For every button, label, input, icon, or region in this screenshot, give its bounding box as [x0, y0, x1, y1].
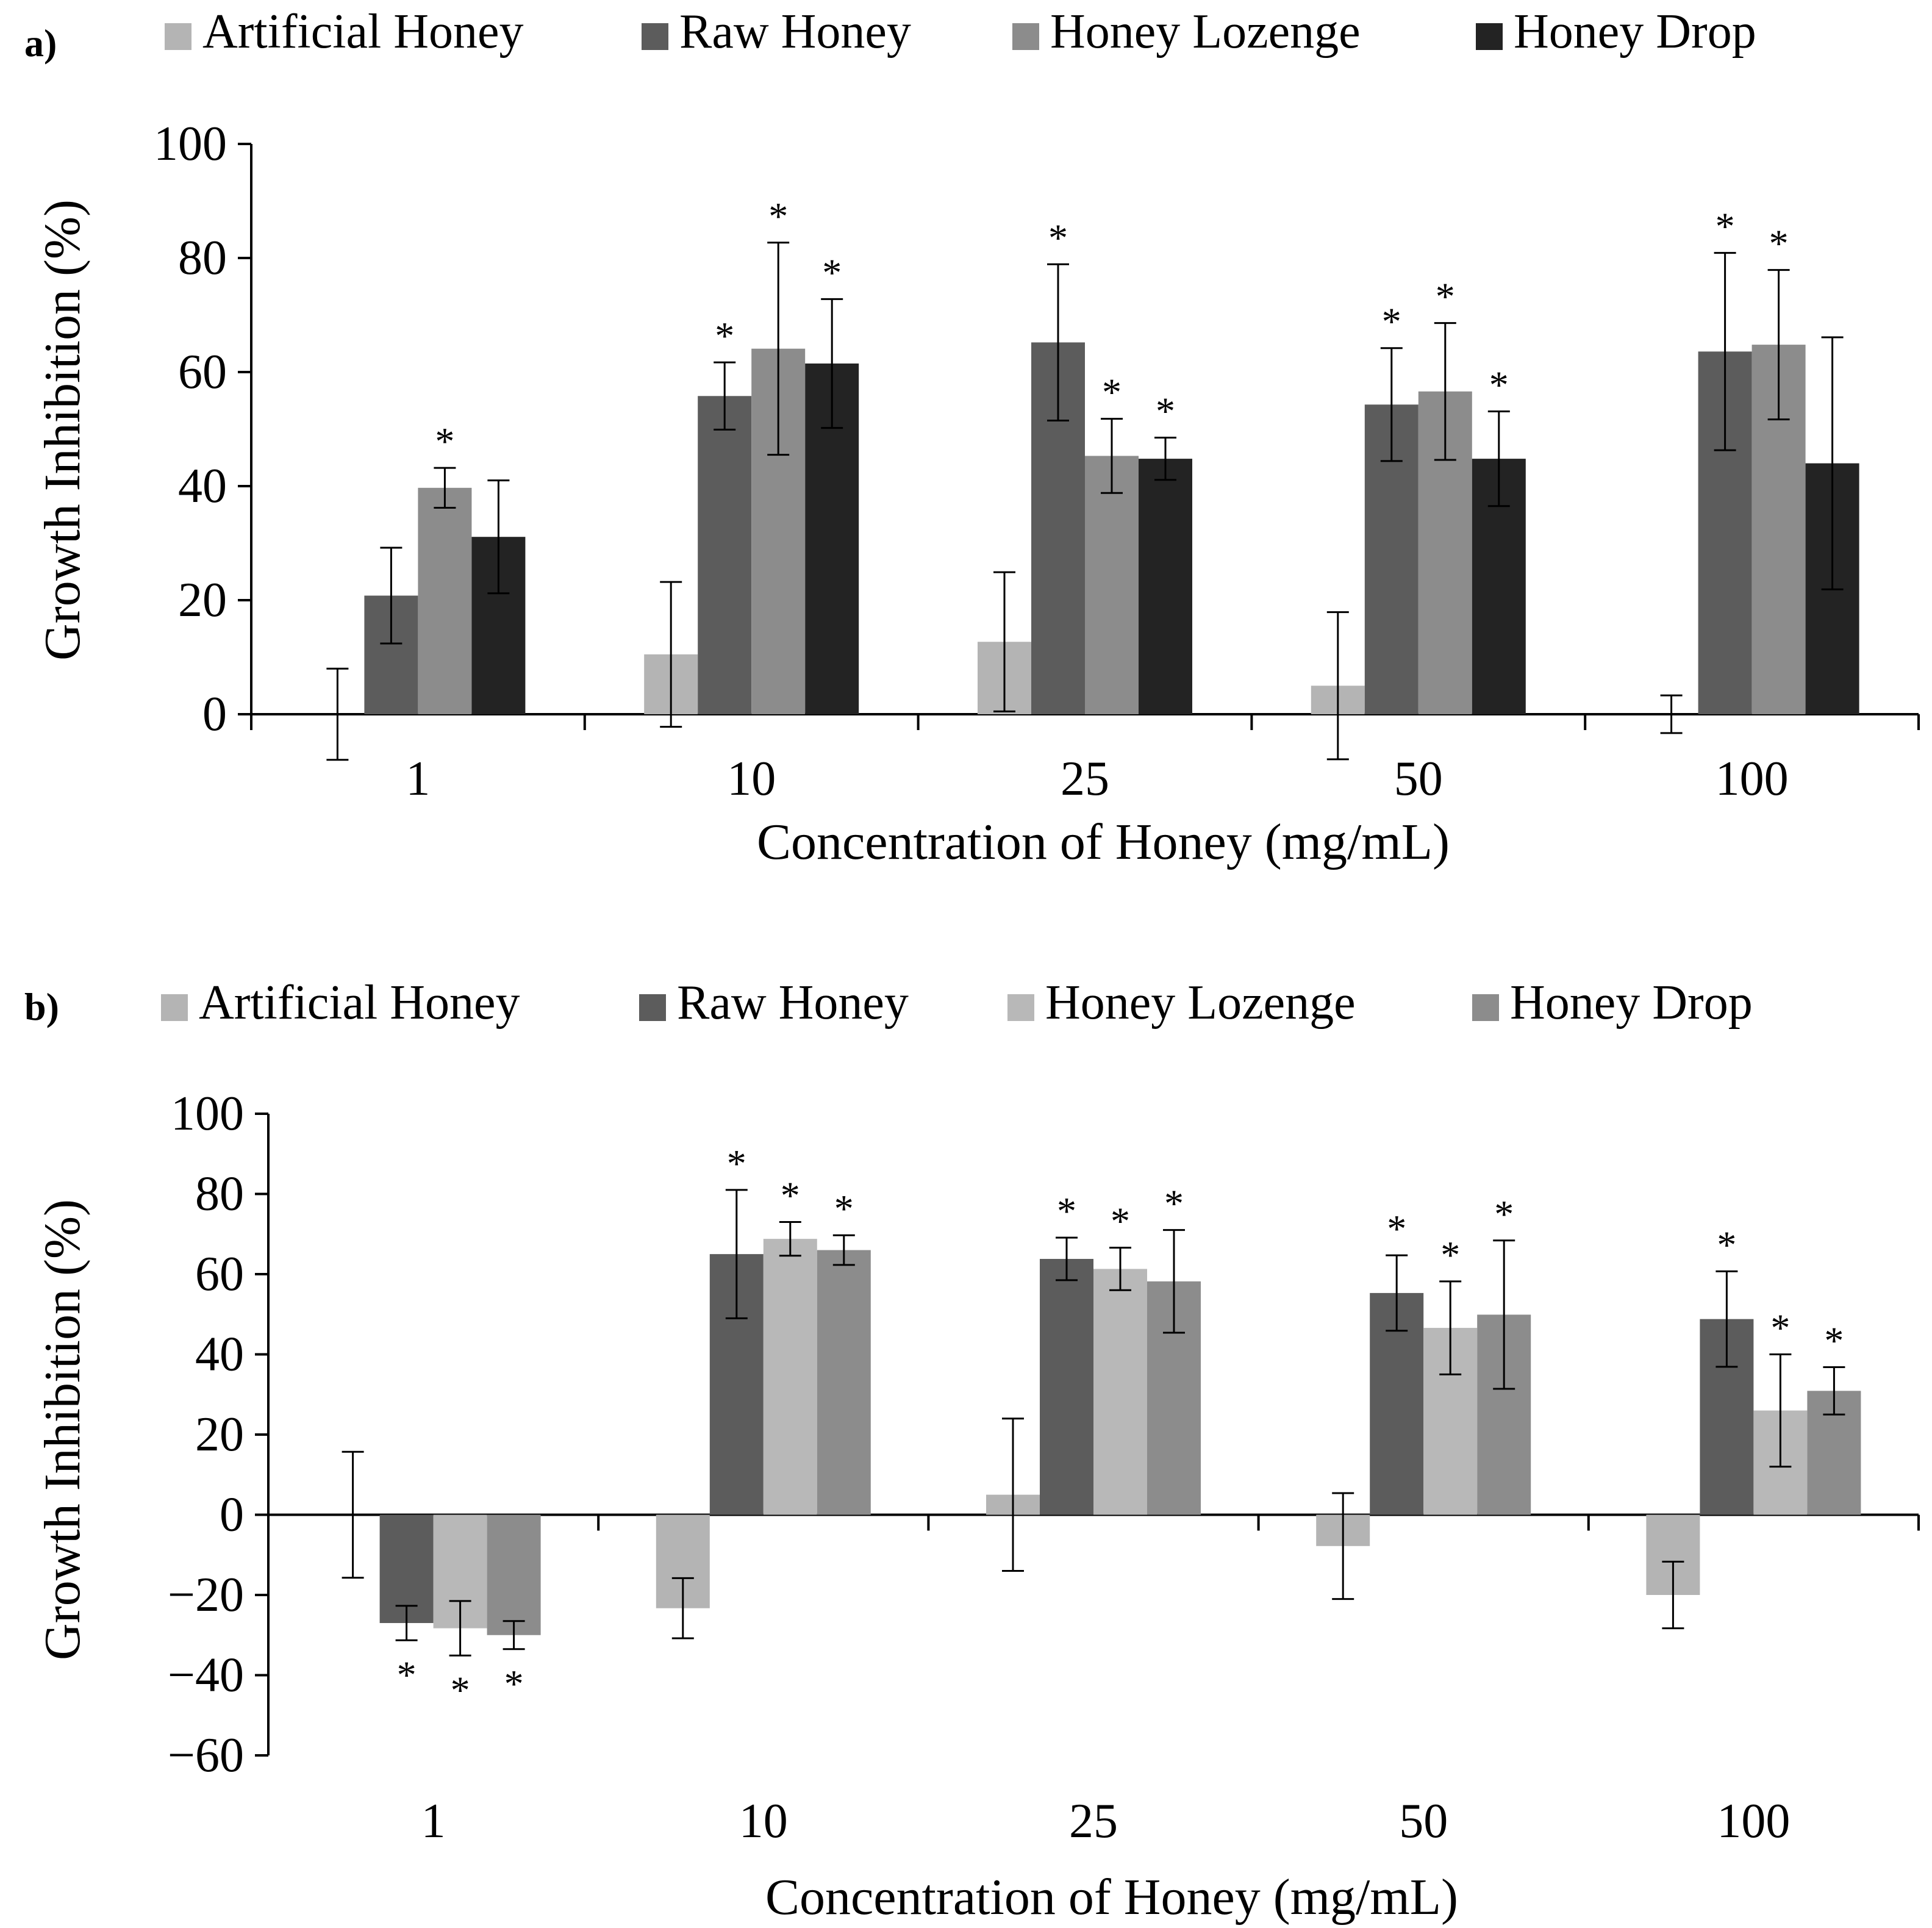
y-tick-label: −60	[168, 1729, 244, 1782]
legend-label: Raw Honey	[677, 976, 909, 1030]
legend-label: Artificial Honey	[202, 5, 523, 59]
significance-marker: *	[1494, 1192, 1514, 1236]
x-tick-label: 10	[739, 1794, 788, 1848]
significance-marker: *	[451, 1668, 470, 1711]
panel-label: a)	[24, 21, 57, 65]
significance-marker: *	[1489, 364, 1509, 407]
y-tick-label: 20	[195, 1408, 244, 1461]
y-tick-label: 60	[178, 345, 227, 399]
significance-marker: *	[1717, 1223, 1736, 1266]
significance-marker: *	[435, 420, 454, 463]
x-tick-label: 1	[406, 752, 430, 806]
x-tick-label: 10	[727, 752, 776, 806]
significance-marker: *	[727, 1142, 746, 1185]
legend-label: Honey Drop	[1510, 976, 1753, 1030]
x-axis-label: Concentration of Honey (mg/mL)	[757, 814, 1450, 870]
panel-b: b) Artificial Honey Raw Honey Honey Lozenge…	[24, 976, 1920, 1926]
significance-marker: *	[834, 1187, 854, 1230]
significance-marker: *	[1387, 1207, 1406, 1250]
bar	[1139, 459, 1192, 714]
significance-marker: *	[1102, 371, 1122, 414]
legend-swatch	[165, 23, 191, 50]
significance-marker: *	[1824, 1319, 1844, 1363]
x-tick-label: 25	[1061, 752, 1109, 806]
y-tick-label: 60	[195, 1247, 244, 1301]
x-tick-label: 50	[1399, 1794, 1448, 1848]
y-tick-label: 40	[178, 459, 227, 513]
y-tick-label: 100	[171, 1087, 244, 1141]
bar	[698, 396, 752, 714]
bar	[1093, 1269, 1147, 1515]
legend-swatch	[1007, 994, 1034, 1021]
y-tick-label: 100	[154, 117, 227, 171]
panel-label: b)	[24, 985, 59, 1028]
significance-marker: *	[1382, 300, 1401, 343]
legend-swatch	[1012, 23, 1039, 50]
legend-label: Honey Lozenge	[1050, 5, 1361, 59]
significance-marker: *	[1440, 1233, 1460, 1277]
significance-marker: *	[715, 314, 734, 357]
significance-marker: *	[1164, 1182, 1184, 1225]
y-tick-label: 80	[178, 231, 227, 285]
significance-marker: *	[781, 1174, 800, 1217]
y-tick-label: 80	[195, 1167, 244, 1221]
bar	[817, 1250, 871, 1515]
significance-marker: *	[768, 195, 788, 238]
x-tick-label: 25	[1069, 1794, 1118, 1848]
legend-swatch	[1472, 994, 1499, 1021]
significance-marker: *	[1111, 1200, 1130, 1243]
legend-label: Artificial Honey	[199, 976, 520, 1030]
y-axis-label: Growth Inhibition (%)	[34, 199, 91, 661]
panel-a: a) Artificial Honey Raw Honey Honey Lozenge…	[24, 5, 1920, 870]
legend-label: Honey Drop	[1514, 5, 1756, 59]
y-tick-label: 40	[195, 1328, 244, 1381]
bar	[1085, 456, 1139, 714]
significance-marker: *	[504, 1662, 524, 1705]
x-tick-label: 100	[1716, 752, 1789, 806]
significance-marker: *	[1436, 275, 1455, 318]
x-tick-label: 1	[421, 1794, 446, 1848]
bar	[763, 1239, 817, 1515]
significance-marker: *	[1769, 222, 1789, 265]
y-axis-label: Growth Inhibition (%)	[34, 1199, 91, 1660]
y-tick-label: 0	[220, 1488, 244, 1542]
bar	[1040, 1259, 1093, 1515]
y-tick-label: 20	[178, 573, 227, 627]
significance-marker: *	[1770, 1306, 1790, 1350]
significance-marker: *	[1716, 205, 1735, 248]
x-tick-label: 100	[1717, 1794, 1790, 1848]
legend-swatch	[639, 994, 666, 1021]
legend-label: Honey Lozenge	[1045, 976, 1356, 1030]
y-tick-label: −20	[168, 1568, 244, 1622]
significance-marker: *	[1057, 1189, 1076, 1233]
legend-swatch	[1476, 23, 1503, 50]
legend-swatch	[161, 994, 188, 1021]
significance-marker: *	[397, 1653, 417, 1696]
legend-swatch	[642, 23, 668, 50]
legend-label: Raw Honey	[679, 5, 911, 59]
x-tick-label: 50	[1394, 752, 1443, 806]
y-tick-label: −40	[168, 1649, 244, 1702]
y-tick-label: 0	[202, 687, 227, 741]
bar	[418, 487, 472, 714]
significance-marker: *	[1048, 216, 1068, 259]
x-axis-label: Concentration of Honey (mg/mL)	[765, 1869, 1458, 1926]
bar	[487, 1514, 541, 1635]
significance-marker: *	[822, 251, 842, 294]
significance-marker: *	[1156, 390, 1175, 433]
